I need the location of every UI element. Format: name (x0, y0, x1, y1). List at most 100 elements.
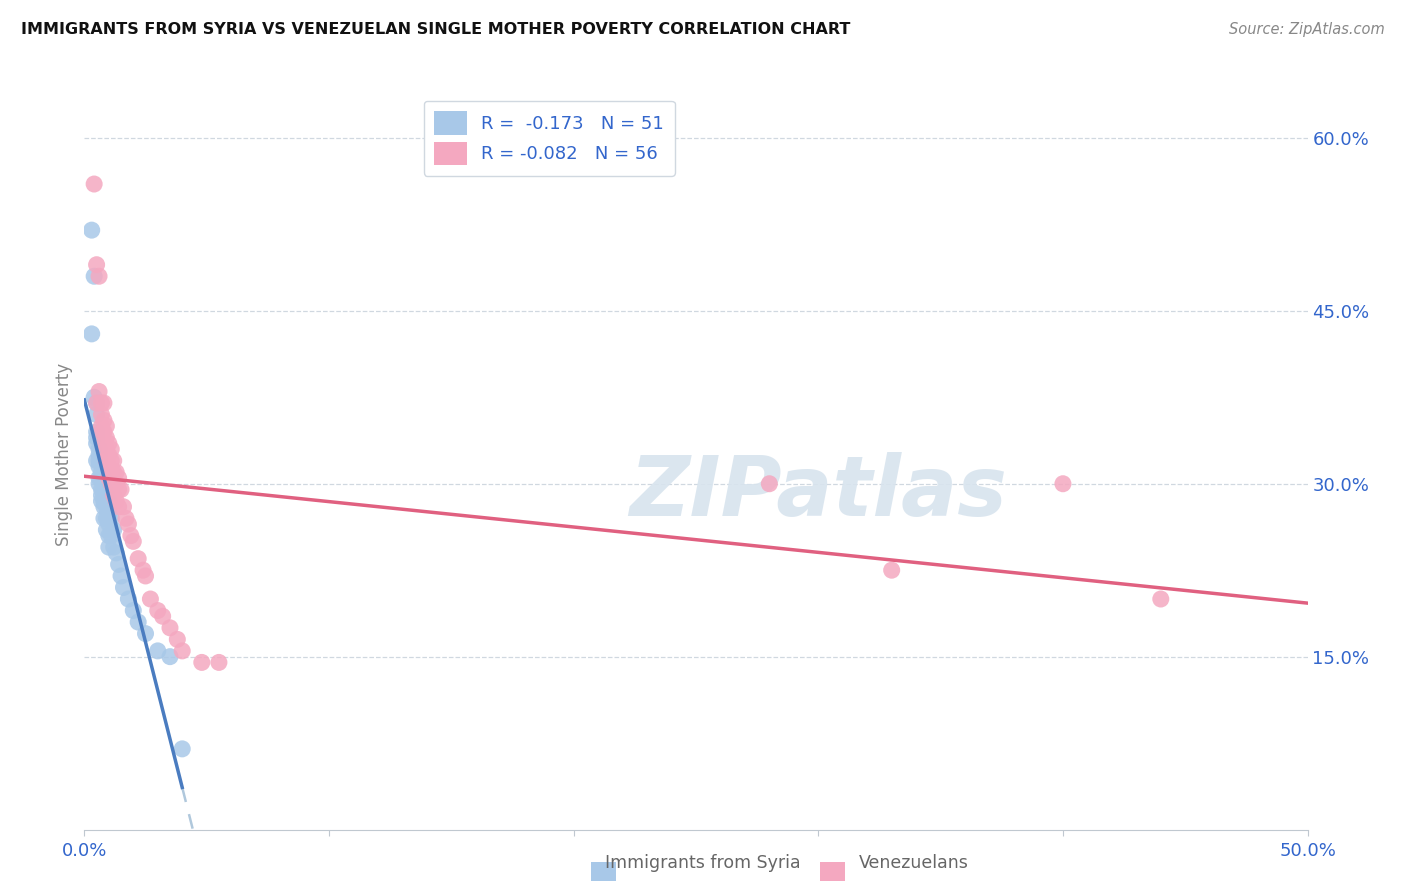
Point (90, 396, 112, 410)
Point (86, 408, 108, 422)
Point (191, 656, 214, 670)
Point (115, 511, 138, 525)
Point (93, 425, 115, 439)
Point (100, 453, 122, 467)
Text: Venezuelans: Venezuelans (859, 855, 969, 872)
Point (208, 656, 231, 670)
Point (758, 476, 780, 491)
Point (135, 569, 157, 583)
Point (103, 453, 125, 467)
Point (100, 528, 122, 542)
Point (100, 511, 122, 525)
Point (93, 436, 115, 450)
Point (96, 419, 118, 434)
Text: Immigrants from Syria: Immigrants from Syria (605, 855, 801, 872)
Point (105, 476, 128, 491)
Point (93, 494, 115, 508)
Point (139, 592, 162, 607)
Point (93, 511, 115, 525)
Point (97, 528, 120, 542)
Point (90, 494, 112, 508)
Point (86, 453, 108, 467)
Point (107, 500, 129, 514)
Point (93, 396, 115, 410)
Point (122, 534, 145, 549)
Point (880, 563, 903, 577)
Point (90, 419, 112, 434)
Point (86, 396, 108, 410)
Point (103, 476, 125, 491)
Point (103, 523, 125, 537)
Point (146, 603, 169, 617)
Point (97, 506, 120, 520)
Point (83, 269, 105, 284)
Point (87, 384, 110, 399)
Point (93, 500, 115, 514)
Point (97, 436, 120, 450)
Point (97, 494, 120, 508)
Point (86, 258, 108, 272)
Point (97, 540, 120, 554)
Point (97, 517, 120, 532)
Point (1052, 476, 1074, 491)
Point (90, 471, 112, 485)
Point (87, 453, 110, 467)
Point (107, 558, 129, 572)
Point (97, 459, 120, 474)
Point (90, 483, 112, 497)
Point (86, 431, 108, 445)
Point (105, 494, 128, 508)
Text: ZIPatlas: ZIPatlas (630, 452, 1007, 533)
Point (107, 483, 129, 497)
Point (96, 523, 118, 537)
Y-axis label: Single Mother Poverty: Single Mother Poverty (55, 363, 73, 547)
Point (127, 551, 149, 566)
Point (172, 644, 194, 658)
Point (83, 390, 105, 404)
Point (97, 511, 120, 525)
Point (86, 425, 108, 439)
Text: IMMIGRANTS FROM SYRIA VS VENEZUELAN SINGLE MOTHER POVERTY CORRELATION CHART: IMMIGRANTS FROM SYRIA VS VENEZUELAN SING… (21, 22, 851, 37)
Point (117, 592, 139, 607)
Point (87, 471, 110, 485)
Point (96, 442, 118, 457)
Point (103, 465, 125, 479)
Point (87, 448, 110, 462)
Point (93, 471, 115, 485)
Point (83, 177, 105, 191)
Point (1150, 592, 1173, 607)
Point (96, 500, 118, 514)
Point (96, 431, 118, 445)
Point (96, 453, 118, 467)
Point (172, 742, 194, 756)
Point (90, 425, 112, 439)
Point (80, 223, 103, 237)
Point (90, 465, 112, 479)
Legend: R =  -0.173   N = 51, R = -0.082   N = 56: R = -0.173 N = 51, R = -0.082 N = 56 (423, 101, 675, 176)
Point (96, 511, 118, 525)
Point (100, 442, 122, 457)
Point (100, 465, 122, 479)
Point (146, 644, 169, 658)
Point (90, 488, 112, 502)
Point (159, 649, 181, 664)
Point (105, 546, 128, 560)
Point (122, 603, 145, 617)
Point (80, 326, 103, 341)
Point (96, 488, 118, 502)
Point (100, 476, 122, 491)
Point (93, 483, 115, 497)
Point (120, 528, 142, 542)
Point (112, 500, 135, 514)
Point (107, 471, 129, 485)
Point (103, 540, 125, 554)
Point (110, 569, 132, 583)
Point (103, 488, 125, 502)
Point (87, 442, 110, 457)
Text: Source: ZipAtlas.com: Source: ZipAtlas.com (1229, 22, 1385, 37)
Point (110, 483, 132, 497)
Point (97, 471, 120, 485)
Point (93, 413, 115, 427)
Point (159, 621, 181, 635)
Point (87, 476, 110, 491)
